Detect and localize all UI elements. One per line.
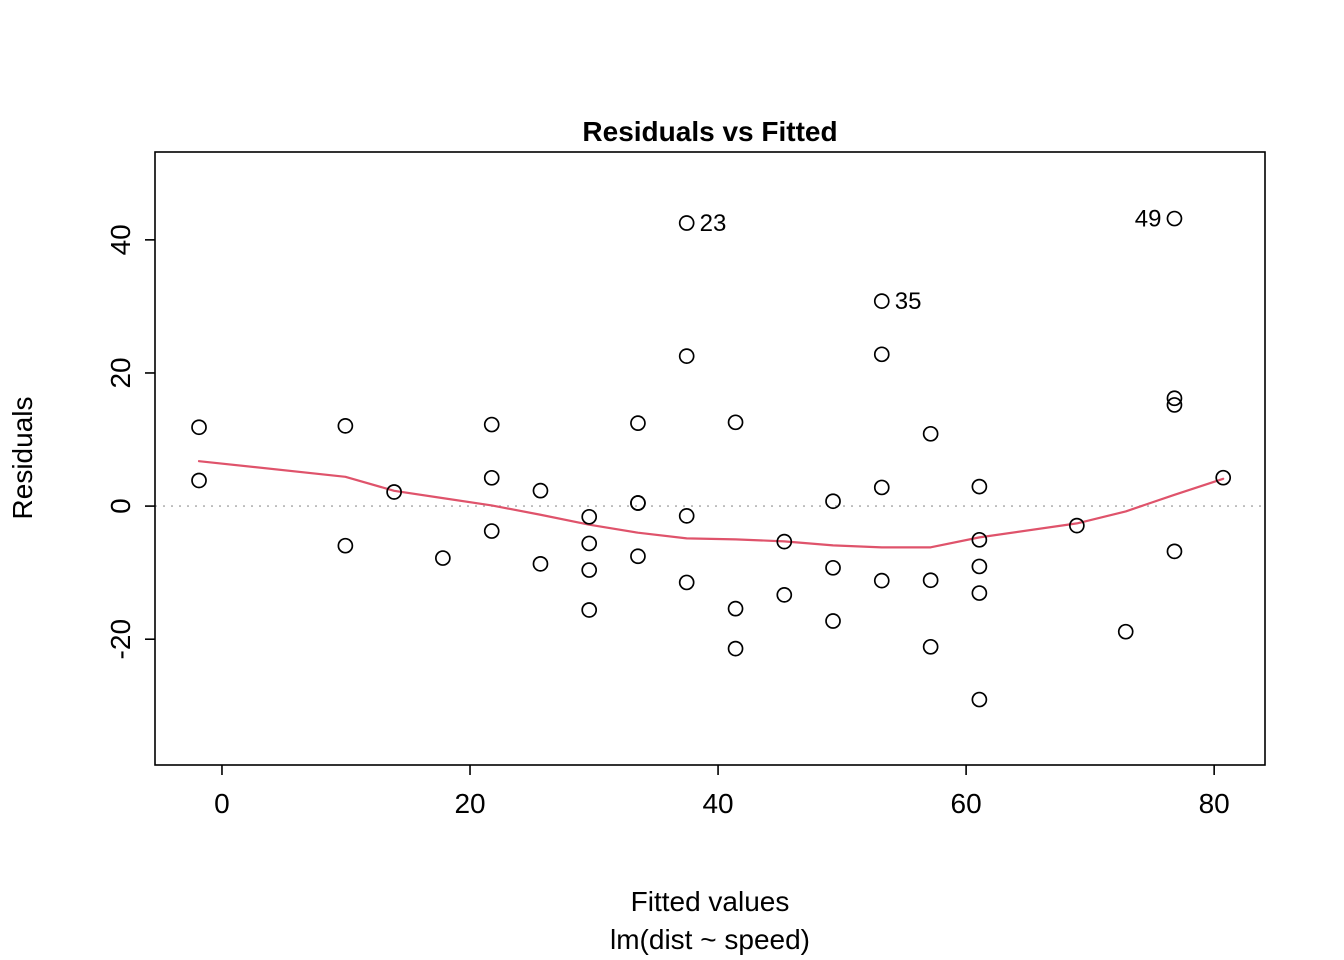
data-point xyxy=(630,415,646,432)
data-point xyxy=(776,533,793,550)
data-point xyxy=(727,414,744,431)
y-tick-label: 20 xyxy=(105,357,136,388)
scatter-points-group xyxy=(191,210,1232,708)
data-point xyxy=(1069,517,1085,534)
data-point xyxy=(435,550,451,566)
y-tick-label: 40 xyxy=(105,224,136,255)
lowess-smoother-line xyxy=(197,460,1225,549)
outlier-label: 49 xyxy=(1135,206,1162,233)
data-point xyxy=(532,482,549,499)
axis-ticks-group: 0 20 40 60 80 -20 0 20 40 xyxy=(105,224,1230,819)
plot-panel-border xyxy=(154,151,1266,766)
data-point xyxy=(581,562,598,578)
data-point xyxy=(971,585,988,601)
lowess-smoother-group xyxy=(197,460,1225,549)
data-point xyxy=(873,479,890,496)
data-point xyxy=(825,613,841,629)
data-point xyxy=(630,548,646,565)
y-tick-label: 0 xyxy=(105,498,136,514)
data-point xyxy=(337,418,354,434)
data-point xyxy=(727,640,744,657)
data-point xyxy=(971,691,988,708)
data-point xyxy=(581,508,598,525)
data-point xyxy=(922,638,939,655)
data-point xyxy=(678,508,695,524)
data-point xyxy=(825,493,841,510)
data-point xyxy=(1166,543,1183,560)
data-point xyxy=(483,416,500,433)
data-point xyxy=(1166,210,1183,227)
chart-title: Residuals vs Fitted xyxy=(582,116,837,147)
outlier-labels-group: 23 35 49 xyxy=(700,206,1162,316)
data-point xyxy=(678,574,695,591)
data-point xyxy=(581,535,598,552)
data-point xyxy=(1166,397,1183,413)
data-point xyxy=(727,600,744,617)
x-tick-label: 80 xyxy=(1199,788,1230,819)
data-point xyxy=(873,572,890,589)
data-point xyxy=(678,215,695,231)
data-point xyxy=(922,572,939,589)
data-point xyxy=(1166,390,1183,407)
y-tick-label: -20 xyxy=(105,619,136,659)
data-point xyxy=(337,537,354,554)
data-point xyxy=(630,495,646,511)
data-point xyxy=(1215,469,1232,486)
data-point xyxy=(581,602,598,618)
data-point xyxy=(191,419,207,436)
data-point xyxy=(971,558,988,575)
outlier-label: 35 xyxy=(895,288,922,315)
data-point xyxy=(873,293,890,309)
data-point xyxy=(922,425,939,442)
x-tick-label: 40 xyxy=(702,788,733,819)
x-axis-label: Fitted values xyxy=(631,886,790,917)
data-point xyxy=(483,469,500,486)
x-tick-label: 20 xyxy=(454,788,485,819)
data-point xyxy=(483,523,500,539)
x-tick-label: 60 xyxy=(951,788,982,819)
data-point xyxy=(191,472,207,489)
data-point xyxy=(971,531,988,548)
y-axis-label: Residuals xyxy=(7,397,38,520)
data-point xyxy=(1117,623,1134,640)
data-point xyxy=(776,587,793,603)
data-point xyxy=(532,556,549,572)
data-point xyxy=(873,346,890,363)
x-tick-label: 0 xyxy=(214,788,230,819)
x-axis-sublabel: lm(dist ~ speed) xyxy=(610,924,810,955)
data-point xyxy=(971,478,988,495)
outlier-label: 23 xyxy=(700,210,727,237)
data-point xyxy=(678,348,695,364)
data-point xyxy=(386,484,402,500)
data-point xyxy=(825,559,841,576)
